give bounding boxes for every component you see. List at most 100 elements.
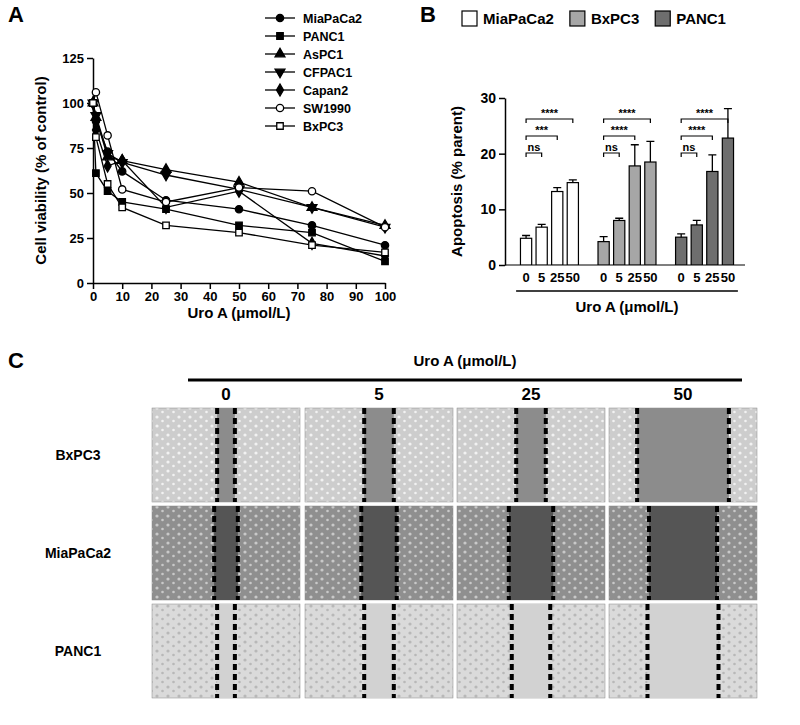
y-tick: 125 [62,51,93,66]
legend-label: PANC1 [303,30,344,44]
wound-gap [509,506,553,600]
plot-area [88,89,390,265]
x-tick: 0 [522,270,529,285]
y-tick-mark [87,193,93,195]
series-line [93,103,385,252]
micrograph [152,604,300,698]
wound-edge [544,408,548,502]
significance-bracket [604,153,620,157]
wound-edge [635,408,639,502]
error-bar [553,188,561,192]
bar [552,192,563,265]
x-tick-label: 60 [261,289,275,304]
x-tick-label: 25 [550,270,564,285]
panel-title: Uro A (μmol/L) [413,352,516,369]
x-tick-label: 5 [538,270,545,285]
wound-gap [516,408,546,502]
x-tick: 90 [349,283,363,304]
bar [676,237,687,265]
x-tick: 25 [628,270,642,285]
point [119,204,125,210]
point [92,89,99,96]
point [235,184,242,191]
y-tick-label: 0 [488,257,496,273]
row-label: MiaPaCa2 [45,545,111,561]
y-tick: 75 [70,141,93,156]
y-axis: 0102030 [480,90,505,273]
x-tick-label: 100 [375,289,397,304]
x-axis: 05 2550 [600,270,658,285]
x-tick-mark [268,283,270,289]
x-tick: 50 [232,283,246,304]
bar [629,166,640,265]
wound-gap [214,506,238,600]
series-line [93,92,385,227]
point [235,206,242,213]
micrograph-image [457,506,605,600]
x-tick: 5 [616,270,623,285]
significance-label: **** [611,124,629,136]
wound-edge [212,506,216,600]
x-axis: 0102030405060708090100 [90,283,396,304]
point [382,249,388,255]
significance-bracket [526,119,573,123]
y-tick-mark [87,148,93,150]
y-tick: 0 [77,276,93,291]
y-tick-mark [499,98,505,100]
x-tick-label: 50 [232,289,246,304]
point [119,155,126,167]
x-tick-label: 70 [291,289,305,304]
x-tick-mark [239,283,241,289]
wound-edge [236,506,240,600]
wound-gap [364,408,394,502]
x-tick: 0 [600,270,607,285]
legend-label: MiaPaCa2 [483,10,554,27]
wound-edge [647,506,651,600]
x-axis: 052550 [522,270,580,285]
panel-c: CUro A (μmol/L)052550BxPC3MiaPaCa2PANC1 [8,348,757,698]
y-tick-label: 125 [62,51,84,66]
significance-label: ns [527,141,540,153]
point [382,250,389,262]
y-tick: 25 [70,231,93,246]
micrograph-image [305,604,453,698]
point [90,100,96,106]
y-axis-title: Apoptosis (% parent) [448,106,465,257]
point [381,224,388,231]
x-tick: 20 [145,283,159,304]
x-tick: 70 [291,283,305,304]
legend-marker [275,69,285,78]
column-label: 50 [674,385,693,404]
wound-gap [364,604,394,698]
bar [707,171,718,265]
micrograph-image [305,408,453,502]
wound-gap [512,604,550,698]
x-axis-title: Uro A (μmol/L) [187,304,290,321]
legend-marker [277,33,283,39]
group-underline [516,290,738,292]
wound-gap [647,604,718,698]
series-line [93,103,385,225]
point [308,222,315,229]
y-tick-mark [499,265,505,267]
point [104,132,111,139]
point [162,198,169,205]
point [307,205,317,214]
legend-label: CFPAC1 [303,66,352,80]
x-tick: 50 [643,270,657,285]
column-label: 25 [522,385,541,404]
y-tick: 30 [480,90,505,106]
y-tick: 50 [70,186,93,201]
wound-edge [645,604,649,698]
title-underline [188,379,742,382]
x-tick-label: 20 [145,289,159,304]
micrograph-image [457,408,605,502]
error-bar [615,218,623,220]
x-tick: 40 [203,283,217,304]
x-tick: 80 [320,283,334,304]
panel-b: B0102030Apoptosis (% parent)052550052550… [420,2,745,315]
point [89,99,96,106]
error-bar [631,145,639,166]
bar [614,220,625,265]
series-line [93,103,385,256]
